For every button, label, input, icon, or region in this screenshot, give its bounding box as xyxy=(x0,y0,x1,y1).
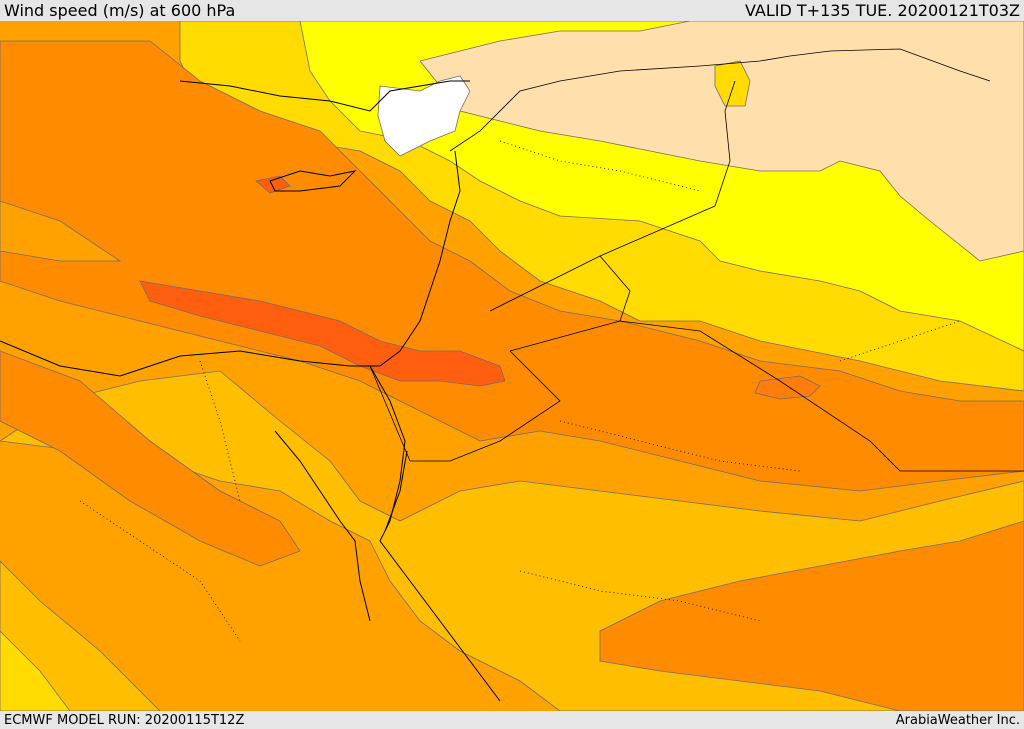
wind-speed-map[interactable] xyxy=(0,21,1024,711)
field-band-red-orange-small xyxy=(255,175,291,194)
field-band-orange-light-west xyxy=(0,200,122,262)
map-canvas xyxy=(0,21,1024,711)
footer-bar: ECMWF MODEL RUN: 20200115T12Z ArabiaWeat… xyxy=(0,711,1024,729)
field-band-wheat xyxy=(419,21,1024,262)
field-band-white xyxy=(377,75,471,157)
field-band-orange-southeast xyxy=(599,520,1024,711)
field-band-orange xyxy=(0,40,1024,492)
dotted-boundaries xyxy=(79,140,961,642)
borders xyxy=(369,48,1024,472)
coastlines xyxy=(0,80,501,702)
field-band-yellow-corner xyxy=(0,630,71,711)
map-title: Wind speed (m/s) at 600 hPa xyxy=(4,1,236,20)
field-band-orange-dark-east xyxy=(754,375,821,400)
credit-label: ArabiaWeather Inc. xyxy=(895,712,1020,728)
header-bar: Wind speed (m/s) at 600 hPa VALID T+135 … xyxy=(0,0,1024,21)
model-run-label: ECMWF MODEL RUN: 20200115T12Z xyxy=(4,712,245,728)
field-band-gold-patch xyxy=(714,60,751,107)
valid-time-label: VALID T+135 TUE. 20200121T03Z xyxy=(744,1,1020,20)
field-band-red-orange xyxy=(139,280,506,387)
field-band-orange-south xyxy=(0,350,301,567)
